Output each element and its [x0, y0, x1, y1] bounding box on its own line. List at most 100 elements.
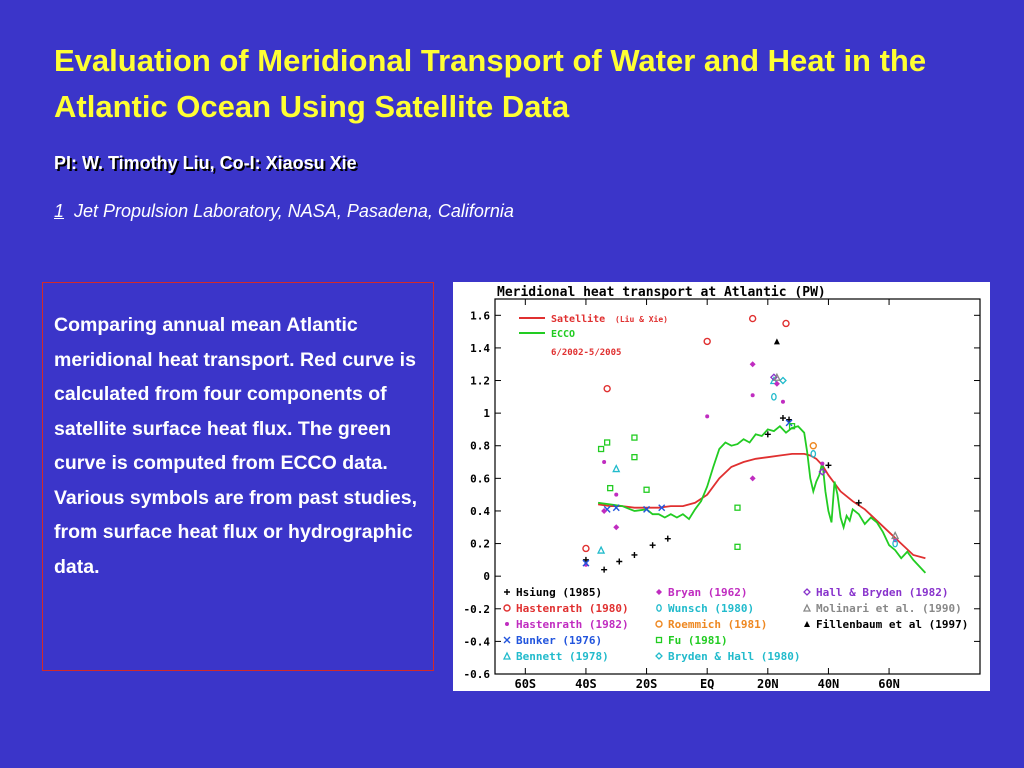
- study-point: [612, 504, 620, 512]
- chart-panel: Meridional heat transport at Atlantic (P…: [453, 282, 990, 691]
- study-point: [601, 566, 608, 573]
- y-tick-label: 1: [483, 407, 490, 420]
- study-point: [892, 539, 898, 548]
- study-point: [614, 492, 619, 497]
- legend-marker: [503, 604, 511, 612]
- study-point: [785, 419, 793, 427]
- y-tick-label: 0.2: [470, 538, 490, 551]
- legend-marker: [804, 621, 810, 627]
- marker-dot: [780, 399, 785, 404]
- marker-diamond: [655, 652, 663, 660]
- legend-period: 6/2002-5/2005: [551, 348, 621, 358]
- x-tick-label: 40S: [575, 677, 597, 691]
- study-point: [748, 314, 757, 323]
- marker-diamond-filled: [773, 380, 780, 387]
- study-point: [891, 530, 900, 540]
- study-point: [818, 467, 827, 476]
- legend-marker: [656, 604, 662, 612]
- study-point: [780, 399, 785, 404]
- marker-circle: [582, 544, 590, 553]
- study-point: [749, 475, 756, 482]
- study-point: [773, 380, 780, 387]
- marker-circle: [603, 384, 611, 393]
- y-tick-label: -0.2: [464, 603, 491, 616]
- marker-plus: [631, 551, 638, 558]
- study-point: [779, 376, 787, 385]
- study-point: [604, 439, 611, 446]
- affiliation-number: 1: [54, 201, 65, 221]
- study-point: [603, 384, 611, 393]
- study-point: [764, 431, 771, 438]
- marker-circle: [655, 620, 663, 628]
- marker-circle: [503, 604, 511, 612]
- y-tick-label: 1.6: [470, 309, 490, 322]
- legend-marker: [502, 651, 512, 660]
- study-point: [809, 442, 817, 450]
- marker-square: [631, 454, 638, 461]
- marker-diamond-filled: [749, 361, 756, 368]
- legend-study-label: Roemmich (1981): [668, 618, 767, 631]
- marker-triangle-filled: [804, 621, 810, 627]
- chart-title: Meridional heat transport at Atlantic (P…: [497, 285, 826, 300]
- marker-diamond: [803, 588, 811, 596]
- marker-square: [643, 486, 650, 493]
- marker-square: [734, 504, 741, 511]
- affiliation-text: Jet Propulsion Laboratory, NASA, Pasaden…: [74, 201, 514, 221]
- marker-triangle: [802, 603, 812, 612]
- marker-dot: [505, 622, 509, 626]
- x-tick-label: EQ: [700, 677, 714, 691]
- description-text: Comparing annual mean Atlantic meridiona…: [54, 314, 418, 578]
- legend-marker: [655, 620, 663, 628]
- marker-plus: [616, 558, 623, 565]
- marker-plus: [779, 415, 786, 422]
- legend-marker: [503, 636, 511, 644]
- study-point: [772, 372, 781, 381]
- study-point: [788, 423, 796, 430]
- study-point: [658, 504, 666, 512]
- pi-line: PI: W. Timothy Liu, Co-I: Xiaosu Xie: [54, 153, 357, 173]
- heat-transport-chart: Meridional heat transport at Atlantic (P…: [464, 285, 981, 691]
- study-point: [825, 462, 832, 469]
- x-tick-label: 60N: [878, 677, 900, 691]
- study-point: [750, 393, 755, 398]
- marker-diamond-filled: [749, 475, 756, 482]
- plot-frame: [494, 298, 981, 675]
- study-point: [602, 460, 607, 465]
- study-point: [855, 499, 862, 506]
- study-point: [773, 338, 780, 345]
- marker-triangle-filled: [773, 338, 780, 345]
- study-point: [705, 414, 710, 419]
- marker-circle: [748, 314, 757, 323]
- legend-study-label: Hastenrath (1982): [516, 618, 629, 631]
- study-point: [616, 558, 623, 565]
- marker-cross: [785, 419, 793, 427]
- y-tick-label: 0.8: [470, 440, 490, 453]
- marker-dot: [614, 492, 619, 497]
- study-point: [664, 535, 671, 542]
- study-point: [643, 505, 651, 513]
- marker-zero: [892, 539, 898, 548]
- marker-zero: [771, 392, 777, 401]
- legend-note: (Liu & Xie): [615, 314, 668, 324]
- marker-plus: [504, 589, 510, 595]
- study-point: [810, 450, 817, 458]
- study-point: [582, 544, 590, 553]
- study-point: [631, 454, 638, 461]
- marker-circle: [809, 442, 817, 450]
- legend-study-label: Bennett (1978): [516, 650, 609, 663]
- marker-diamond-filled: [601, 507, 608, 514]
- study-point: [734, 543, 741, 550]
- marker-dot: [750, 393, 755, 398]
- legend-study-label: Hastenrath (1980): [516, 602, 629, 615]
- y-tick-label: 0.6: [470, 472, 490, 485]
- marker-diamond: [818, 467, 827, 476]
- marker-cross: [643, 505, 651, 513]
- legend-marker: [803, 588, 811, 596]
- legend-study-label: Molinari et al. (1990): [816, 602, 962, 615]
- x-tick-label: 40N: [818, 677, 840, 691]
- marker-plus: [582, 556, 589, 563]
- marker-square: [597, 445, 605, 453]
- marker-square: [607, 484, 614, 492]
- legend-study-label: Hall & Bryden (1982): [816, 586, 948, 599]
- study-point: [597, 545, 606, 554]
